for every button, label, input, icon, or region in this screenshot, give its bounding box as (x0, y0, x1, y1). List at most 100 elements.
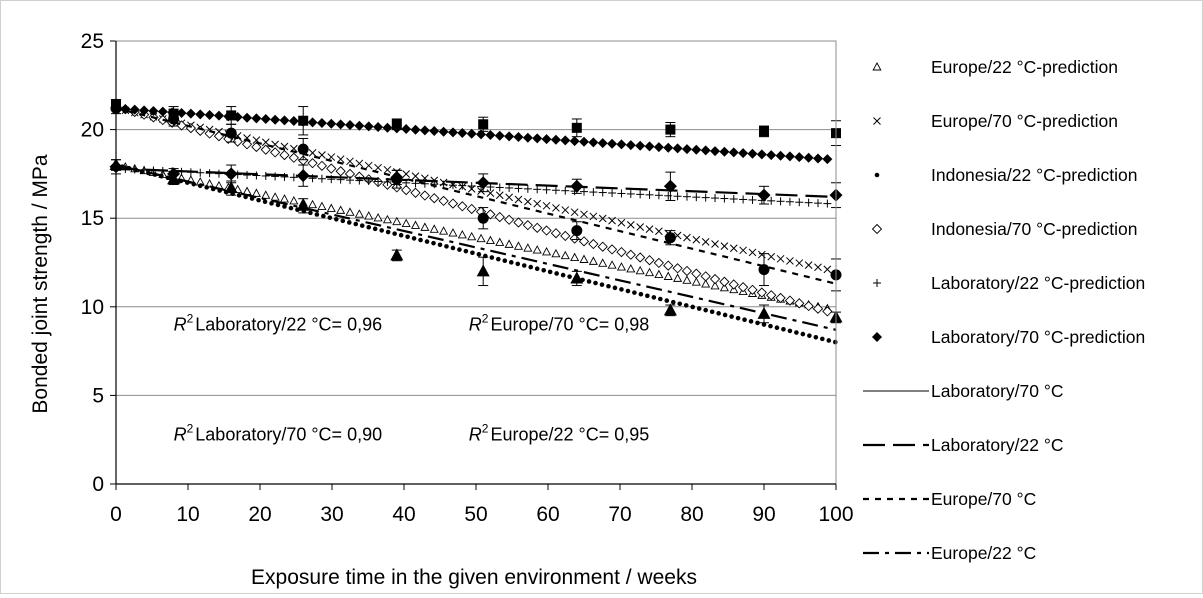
cross-stroke (411, 172, 420, 181)
grid-lines (116, 40, 836, 396)
cross-stroke (542, 201, 551, 210)
prediction-point (691, 268, 702, 279)
prediction-point (551, 248, 561, 258)
prediction-point (747, 148, 758, 159)
x-tick-label: 80 (680, 503, 703, 526)
prediction-point (767, 252, 776, 261)
legend-item: Indonesia/22 °C-prediction (874, 165, 1137, 185)
cross-stroke (523, 197, 532, 206)
prediction-point (683, 233, 691, 242)
prediction-point (457, 128, 468, 139)
prediction-point (607, 138, 618, 149)
prediction-point (401, 124, 412, 135)
prediction-point (720, 194, 729, 203)
prediction-point (542, 185, 551, 194)
prediction-point (826, 338, 832, 343)
prediction-point (781, 327, 786, 332)
prediction-point (346, 176, 354, 185)
prediction-point (476, 233, 486, 243)
prediction-point (523, 243, 533, 252)
measured-point (297, 143, 309, 155)
prediction-point (756, 287, 767, 298)
prediction-point (735, 315, 741, 321)
legend-item: Indonesia/70 °C-prediction (871, 219, 1137, 239)
prediction-point (308, 199, 318, 209)
prediction-point (252, 171, 261, 180)
prediction-point (354, 209, 364, 218)
prediction-point (690, 304, 696, 310)
prediction-point (616, 246, 627, 258)
y-tick-label: 15 (81, 207, 104, 230)
prediction-point (346, 157, 354, 166)
measured-point (224, 167, 238, 181)
cross-stroke (692, 235, 701, 244)
cross-stroke (580, 210, 588, 219)
prediction-point (418, 237, 423, 243)
measured-point (757, 188, 771, 202)
prediction-point (345, 120, 355, 131)
prediction-point (505, 183, 514, 192)
cross-stroke (823, 265, 832, 274)
measured-series (110, 102, 842, 292)
r-squared-annotations: R2 Laboratory/22 °C= 0,96 R2 Europe/70 °C= … (174, 312, 650, 445)
prediction-point (635, 140, 646, 151)
prediction-point (616, 262, 626, 271)
cross-stroke (729, 244, 738, 253)
measured-point (571, 225, 583, 237)
prediction-point (383, 165, 392, 174)
prediction-point (282, 204, 287, 209)
prediction-point (644, 255, 655, 266)
prediction-point (382, 214, 392, 224)
prediction-point (794, 152, 805, 163)
prediction-point (677, 301, 683, 307)
prediction-point (703, 307, 708, 313)
prediction-point (355, 159, 364, 168)
prediction-point (533, 185, 542, 194)
prediction-point (626, 189, 635, 198)
prediction-point (664, 191, 673, 200)
prediction-point (532, 245, 542, 254)
y-tick-label: 10 (81, 296, 104, 319)
prediction-point (567, 274, 572, 279)
prediction-point (532, 133, 543, 144)
prediction-point (270, 192, 280, 201)
prediction-point (776, 254, 785, 263)
prediction-point (528, 264, 534, 270)
prediction-point (579, 136, 589, 147)
prediction-point (185, 108, 196, 119)
prediction-point (776, 197, 785, 206)
prediction-point (204, 110, 215, 121)
prediction-point (534, 266, 540, 272)
cross-stroke (533, 199, 542, 208)
cross-stroke (346, 157, 354, 166)
prediction-point (748, 195, 757, 204)
prediction-point (269, 201, 274, 206)
cross-stroke (786, 257, 794, 265)
cross-stroke (636, 223, 645, 231)
measured-point (663, 179, 677, 193)
prediction-point (439, 226, 449, 235)
prediction-point (579, 254, 589, 263)
prediction-point (560, 272, 566, 278)
x-tick-label: 50 (464, 503, 487, 526)
prediction-point (542, 201, 551, 210)
prediction-point (767, 196, 776, 205)
prediction-point (720, 242, 729, 250)
cross-stroke (814, 263, 822, 272)
prediction-point (382, 122, 393, 133)
prediction-point (317, 201, 327, 211)
prediction-point (533, 199, 542, 208)
prediction-point (340, 218, 346, 224)
prediction-point (279, 115, 290, 126)
prediction-point (655, 227, 663, 236)
prediction-point (307, 117, 318, 128)
prediction-point (588, 238, 599, 250)
measured-point (390, 248, 404, 261)
prediction-point (308, 148, 317, 157)
prediction-point (467, 182, 476, 191)
prediction-point (236, 193, 242, 198)
prediction-point (588, 256, 598, 265)
prediction-point (307, 158, 318, 169)
prediction-point (644, 141, 655, 152)
prediction-point (737, 282, 749, 293)
